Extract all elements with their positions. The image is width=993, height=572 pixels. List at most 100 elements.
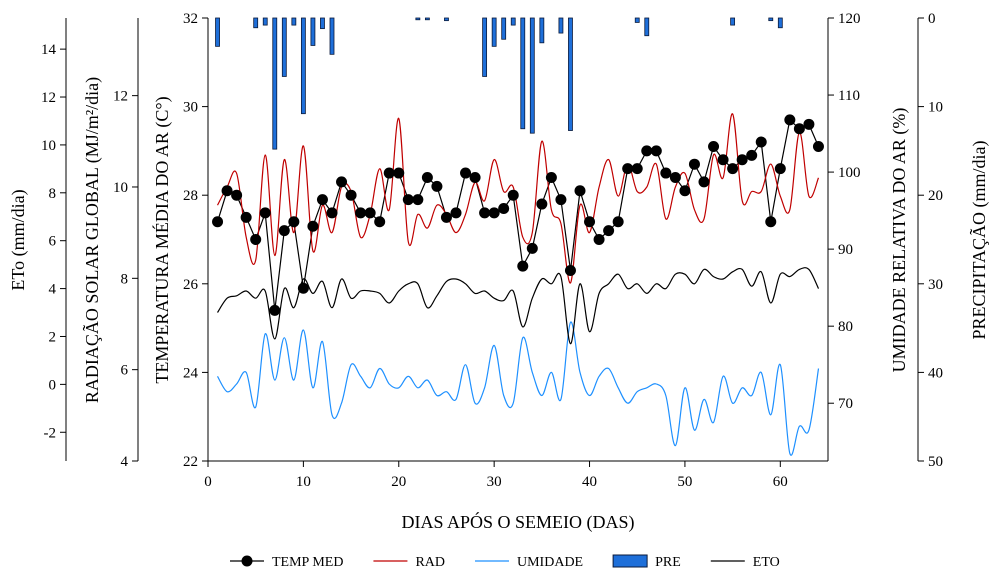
temp-med-point bbox=[813, 141, 824, 152]
precipitation-bar bbox=[530, 18, 534, 133]
eto-tick-label: 4 bbox=[49, 282, 57, 298]
precipitation-bar bbox=[301, 18, 305, 114]
eto-tick-label: -2 bbox=[44, 425, 57, 441]
temp-med-point bbox=[670, 172, 681, 183]
umidade-line bbox=[218, 322, 819, 455]
temp-med-point bbox=[403, 194, 414, 205]
eto-tick-label: 12 bbox=[41, 90, 56, 106]
precipitation-bar bbox=[444, 18, 448, 21]
precipitation-bar bbox=[731, 18, 735, 25]
temp-med-point bbox=[498, 203, 509, 214]
temp-med-point bbox=[508, 190, 519, 201]
temp-med-point bbox=[699, 176, 710, 187]
prec-tick-label: 40 bbox=[928, 365, 943, 381]
temp-med-point bbox=[517, 261, 528, 272]
eto-tick-label: 8 bbox=[49, 186, 57, 202]
temp-med-point bbox=[794, 123, 805, 134]
temp-med-point bbox=[536, 199, 547, 210]
temp-med-point bbox=[708, 141, 719, 152]
x-tick-label: 40 bbox=[582, 474, 597, 490]
prec-axis-label: PRECIPITAÇÃO (mm/dia) bbox=[968, 140, 990, 339]
temp-med-point bbox=[613, 216, 624, 227]
temp-med-point bbox=[431, 181, 442, 192]
temp-med-point bbox=[212, 216, 223, 227]
umid-tick-label: 120 bbox=[838, 11, 861, 27]
temp-med-point bbox=[565, 265, 576, 276]
rad-tick-label: 8 bbox=[121, 271, 129, 287]
legend: TEMP MED RAD UMIDADE PRE ETO bbox=[230, 555, 780, 570]
precipitation-bar bbox=[778, 18, 782, 28]
legend-umidade-label: UMIDADE bbox=[517, 555, 583, 570]
precipitation-bar bbox=[540, 18, 544, 43]
eto-tick-label: 2 bbox=[49, 329, 57, 345]
umid-tick-label: 100 bbox=[838, 165, 861, 181]
precipitation-bar bbox=[320, 18, 324, 29]
temp-med-point bbox=[422, 172, 433, 183]
temp-med-point bbox=[288, 216, 299, 227]
eto-tick-label: 10 bbox=[41, 138, 56, 154]
x-tick-label: 30 bbox=[487, 474, 502, 490]
rad-tick-label: 6 bbox=[121, 363, 129, 379]
temp-med-point bbox=[679, 185, 690, 196]
temp-med-point bbox=[784, 114, 795, 125]
umid-axis-label: UMIDADE RELATIVA DO AR (%) bbox=[889, 108, 910, 373]
eto-line bbox=[218, 268, 819, 344]
temp-med-point bbox=[269, 305, 280, 316]
temp-med-point bbox=[222, 185, 233, 196]
x-tick-label: 20 bbox=[391, 474, 406, 490]
precipitation-bar bbox=[769, 18, 773, 21]
prec-tick-label: 20 bbox=[928, 188, 943, 204]
umid-tick-label: 80 bbox=[838, 319, 853, 335]
axes-group: -202468101214468101222242628303270809010… bbox=[41, 11, 943, 490]
temp-med-point bbox=[241, 212, 252, 223]
temp-med-point bbox=[555, 194, 566, 205]
eto-tick-label: 14 bbox=[41, 42, 57, 58]
temp-med-point bbox=[546, 172, 557, 183]
temp-tick-label: 28 bbox=[183, 188, 198, 204]
temp-med-point bbox=[346, 190, 357, 201]
prec-tick-label: 0 bbox=[928, 11, 936, 27]
prec-tick-label: 30 bbox=[928, 277, 943, 293]
legend-pre-label: PRE bbox=[655, 555, 681, 570]
temp-tick-label: 24 bbox=[183, 365, 199, 381]
temp-med-point bbox=[336, 176, 347, 187]
temp-tick-label: 30 bbox=[183, 100, 198, 116]
temp-med-point bbox=[374, 216, 385, 227]
temp-med-point bbox=[727, 163, 738, 174]
x-axis-label: DIAS APÓS O SEMEIO (DAS) bbox=[401, 511, 634, 533]
temp-med-point bbox=[632, 163, 643, 174]
precipitation-bar bbox=[330, 18, 334, 54]
precipitation-bar bbox=[492, 18, 496, 46]
eto-tick-label: 0 bbox=[49, 377, 57, 393]
precipitation-bar bbox=[425, 18, 429, 20]
temp-axis-label: TEMPERATURA MÉDIA DO AR (C°) bbox=[151, 96, 173, 383]
temp-med-point bbox=[317, 194, 328, 205]
temp-med-point bbox=[279, 225, 290, 236]
x-tick-label: 50 bbox=[677, 474, 692, 490]
temp-med-point bbox=[451, 207, 462, 218]
x-tick-label: 0 bbox=[204, 474, 212, 490]
temp-med-point bbox=[527, 243, 538, 254]
rad-tick-label: 10 bbox=[113, 180, 128, 196]
temp-med-point bbox=[756, 137, 767, 148]
precipitation-bar bbox=[645, 18, 649, 36]
precipitation-bar bbox=[254, 18, 258, 28]
rad-tick-label: 12 bbox=[113, 89, 128, 105]
precipitation-bar bbox=[635, 18, 639, 22]
temp-med-point bbox=[489, 207, 500, 218]
precipitation-bar bbox=[559, 18, 563, 33]
precipitation-bar bbox=[216, 18, 220, 46]
temp-med-point bbox=[603, 225, 614, 236]
temp-med-point bbox=[393, 168, 404, 179]
legend-pre-swatch bbox=[613, 555, 647, 567]
x-tick-label: 60 bbox=[773, 474, 788, 490]
temp-med-point bbox=[479, 207, 490, 218]
legend-temp-med-marker bbox=[242, 556, 253, 567]
temp-med-point bbox=[803, 119, 814, 130]
temp-med-point bbox=[765, 216, 776, 227]
temp-med-point bbox=[575, 185, 586, 196]
precipitation-bar bbox=[502, 18, 506, 39]
x-tick-label: 10 bbox=[296, 474, 311, 490]
temp-tick-label: 26 bbox=[183, 277, 199, 293]
eto-tick-label: 6 bbox=[49, 234, 57, 250]
